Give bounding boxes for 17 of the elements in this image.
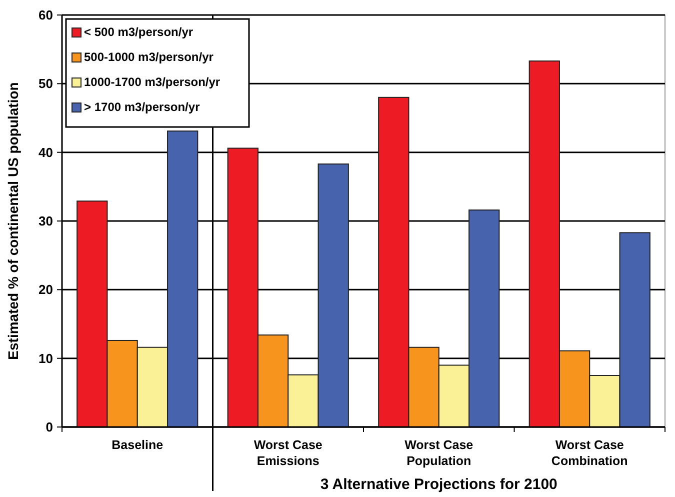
legend-label: < 500 m3/person/yr	[84, 25, 194, 39]
y-tick-label: 20	[38, 282, 53, 298]
y-tick-label: 60	[38, 8, 53, 23]
x-tick-label: Worst Case Combination	[551, 438, 628, 468]
y-tick-label: 0	[46, 420, 53, 435]
legend-label: > 1700 m3/person/yr	[84, 100, 200, 114]
x-axis-title: 3 Alternative Projections for 2100	[320, 476, 558, 493]
y-axis-title: Estimated % of continental US population	[5, 82, 21, 360]
y-tick-label: 10	[38, 350, 53, 366]
x-tick-label: Worst Case Emissions	[254, 438, 322, 468]
y-tick-label: 30	[38, 214, 53, 229]
legend-label: 500-1000 m3/person/yr	[84, 50, 214, 64]
y-tick-label: 50	[38, 76, 53, 92]
x-tick-label: Worst Case Population	[404, 438, 474, 468]
x-tick-label: Baseline	[112, 438, 164, 452]
legend-label: 1000-1700 m3/person/yr	[84, 75, 220, 89]
y-tick-label: 40	[38, 144, 53, 160]
